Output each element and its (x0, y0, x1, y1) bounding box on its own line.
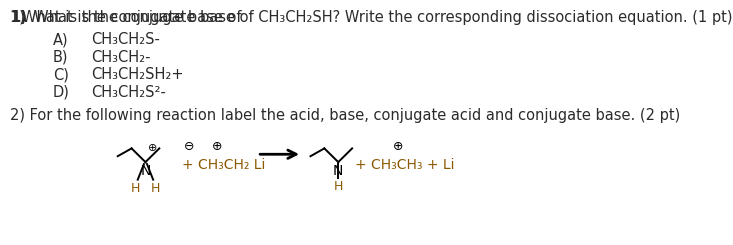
Text: B): B) (53, 50, 68, 65)
Text: CH₃CH₂S²-: CH₃CH₂S²- (92, 85, 166, 100)
Text: + CH₃CH₂ Li: + CH₃CH₂ Li (182, 158, 265, 172)
Text: D): D) (53, 85, 70, 100)
Text: CH₃CH₂SH₂+: CH₃CH₂SH₂+ (92, 67, 184, 82)
Text: 1)  What is the conjugate base of CH₃CH₂SH? Write the corresponding dissociation: 1) What is the conjugate base of CH₃CH₂S… (10, 10, 733, 24)
Text: H: H (334, 180, 343, 193)
Text: ⊕: ⊕ (212, 140, 222, 153)
Text: CH₃CH₂-: CH₃CH₂- (92, 50, 151, 65)
Text: What is the conjugate base of: What is the conjugate base of (22, 10, 246, 24)
Text: C): C) (53, 67, 69, 82)
Text: A): A) (53, 32, 68, 47)
Text: CH₃CH₂S-: CH₃CH₂S- (92, 32, 161, 47)
Text: H: H (151, 182, 160, 195)
Text: ⊕: ⊕ (393, 140, 404, 153)
Text: ⊖: ⊖ (184, 140, 195, 153)
Text: H: H (130, 182, 140, 195)
Text: ⊕: ⊕ (149, 143, 158, 153)
Text: N: N (333, 164, 344, 178)
Text: 2) For the following reaction label the acid, base, conjugate acid and conjugate: 2) For the following reaction label the … (10, 108, 681, 123)
Text: 1): 1) (10, 10, 27, 24)
Text: + CH₃CH₃ + Li: + CH₃CH₃ + Li (356, 158, 454, 172)
Text: N: N (140, 164, 151, 178)
